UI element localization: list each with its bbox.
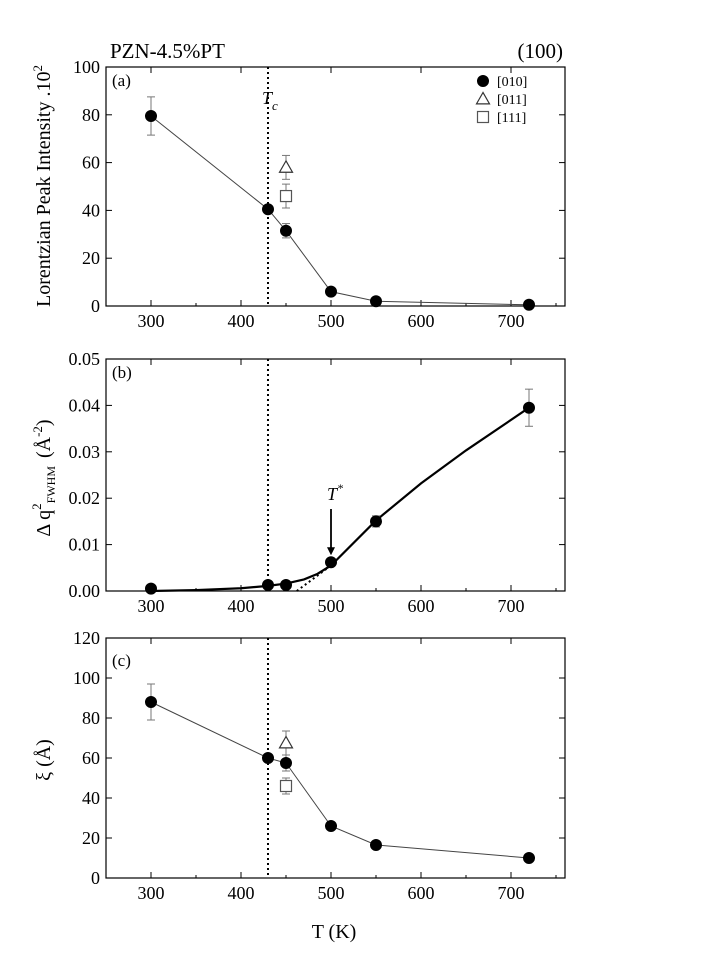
- panel-c-point: [145, 696, 157, 708]
- panel-c-xtick-label: 500: [318, 883, 345, 903]
- panel-b-linear-extrapolation: [296, 564, 332, 592]
- panel-a-point: [280, 224, 292, 237]
- panel-b-xtick-label: 600: [408, 596, 435, 616]
- panel-a-point: [262, 203, 274, 216]
- panel-c-point: [325, 820, 337, 832]
- panel-c-ytick-label: 60: [82, 748, 100, 768]
- panel-c-axes: 300 400 500 600 700 0 20 40 60 80 100 120: [73, 628, 566, 903]
- panel-a-ytick-label: 0: [91, 296, 100, 316]
- panel-b-point: [370, 515, 382, 528]
- panel-a-xtick-label: 300: [138, 311, 165, 331]
- panel-c-point: [262, 752, 274, 764]
- panel-c-point: [279, 779, 293, 793]
- panel-c-ytick-label: 40: [82, 788, 100, 808]
- panel-b-fit-curve: [150, 406, 530, 593]
- panel-a-lines: [150, 115, 530, 306]
- panel-a-axes: 300 400 500 600 700 0 20 40 60 80 100: [73, 57, 566, 331]
- legend-marker: [476, 110, 490, 124]
- panel-c-xtick-label: 700: [498, 883, 525, 903]
- panel-c-marks: [145, 683, 535, 864]
- reflection-label: (100): [518, 39, 564, 63]
- panel-b-ytick-label: 0.04: [69, 395, 101, 415]
- panel-c-frame: [105, 637, 566, 879]
- panel-c-ytick-label: 20: [82, 828, 100, 848]
- panel-b-ylabel: Δ q2FWHM(Å-2): [29, 419, 58, 536]
- panel-b-axes: 300 400 500 600 700 0.00 0.01 0.02 0.03 0.04 0.05: [69, 349, 566, 616]
- legend: [010] [011] [111]: [475, 75, 527, 126]
- panel-b-point: [325, 556, 337, 569]
- panel-a-connector: [150, 115, 530, 306]
- legend-marker: [477, 75, 489, 87]
- legend-marker: [475, 91, 491, 105]
- panel-c-connector: [150, 701, 530, 859]
- panel-c-ytick-label: 120: [73, 628, 100, 648]
- panel-b-ytick-label: 0.01: [69, 535, 101, 555]
- panel-a-point: [370, 295, 382, 308]
- panel-b-ytick-label: 0.03: [69, 442, 101, 462]
- panel-b: 300 400 500 600 7000.000.010.020.030.040.05 …: [29, 349, 566, 616]
- panel-c-ytick-label: 100: [73, 668, 100, 688]
- panel-b-marks: [145, 388, 535, 595]
- legend-entry: [010]: [497, 75, 527, 90]
- panel-a-ytick-label: 80: [82, 105, 100, 125]
- panel-b-xtick-label: 700: [498, 596, 525, 616]
- panel-b-ytick-label: 0.05: [69, 349, 101, 369]
- panel-b-point: [262, 578, 274, 591]
- panel-a-xtick-label: 400: [228, 311, 255, 331]
- panel-b-point: [523, 401, 535, 414]
- panel-a-frame: [105, 66, 566, 307]
- panel-b-tstar-arrow: [327, 509, 335, 556]
- panel-a: 300 400 500 600 700 0 20 40 60 80 100 (a) Tc Loren…: [30, 57, 566, 331]
- panel-a-ylabel: Lorentzian Peak Intensity .102: [30, 65, 55, 307]
- panel-a-xtick-label: 700: [498, 311, 525, 331]
- panel-b-ytick-label: 0.00: [69, 581, 101, 601]
- panel-c-xtick-label: 400: [228, 883, 255, 903]
- legend-entry: [011]: [497, 93, 527, 108]
- x-axis-label: T (K): [312, 921, 357, 943]
- panel-c-ytick-label: 0: [91, 868, 100, 888]
- panel-c-ytick-label: 80: [82, 708, 100, 728]
- panel-c-point: [370, 839, 382, 851]
- panel-c-xtick-label: 600: [408, 883, 435, 903]
- panel-c-ylabel: ξ (Å): [33, 739, 55, 781]
- panel-c-lines: [150, 701, 530, 859]
- panel-b-xtick-label: 500: [318, 596, 345, 616]
- panel-b-lines: [150, 406, 530, 593]
- panel-b-label: (b): [112, 363, 132, 382]
- sample-title: PZN-4.5%PT: [110, 39, 225, 63]
- panel-b-point: [145, 582, 157, 595]
- panel-b-xtick-label: 400: [228, 596, 255, 616]
- panel-a-point: [325, 285, 337, 298]
- panel-a-xtick-label: 600: [408, 311, 435, 331]
- panel-a-label: (a): [112, 71, 131, 90]
- panel-c: 300 400 500 600 700 0 20 40 60 80 100 120 (c) ξ (Å): [33, 628, 566, 903]
- panel-a-marks: [145, 96, 535, 311]
- panel-c-point: [280, 757, 292, 769]
- panel-b-ytick-label: 0.02: [69, 488, 101, 508]
- tstar-arrow-head: [327, 547, 335, 556]
- panel-c-point: [278, 735, 294, 749]
- panel-a-ytick-label: 20: [82, 248, 100, 268]
- panel-a-point: [278, 159, 294, 173]
- panel-b-frame: [105, 358, 566, 592]
- legend-entry: [111]: [497, 111, 526, 126]
- panel-b-tstar-annotation: T*: [327, 481, 343, 504]
- panel-a-tc-annotation: Tc: [262, 88, 278, 113]
- panel-c-xtick-label: 300: [138, 883, 165, 903]
- panel-a-point: [145, 109, 157, 122]
- panel-a-point: [279, 189, 293, 203]
- panel-a-ytick-label: 40: [82, 200, 100, 220]
- panel-a-point: [523, 298, 535, 311]
- panel-b-point: [280, 578, 292, 591]
- panel-a-xtick-label: 500: [318, 311, 345, 331]
- panel-b-xtick-label: 300: [138, 596, 165, 616]
- panel-c-label: (c): [112, 651, 131, 670]
- panel-a-ytick-label: 60: [82, 153, 100, 173]
- panel-a-ytick-label: 100: [73, 57, 100, 77]
- panel-c-point: [523, 852, 535, 864]
